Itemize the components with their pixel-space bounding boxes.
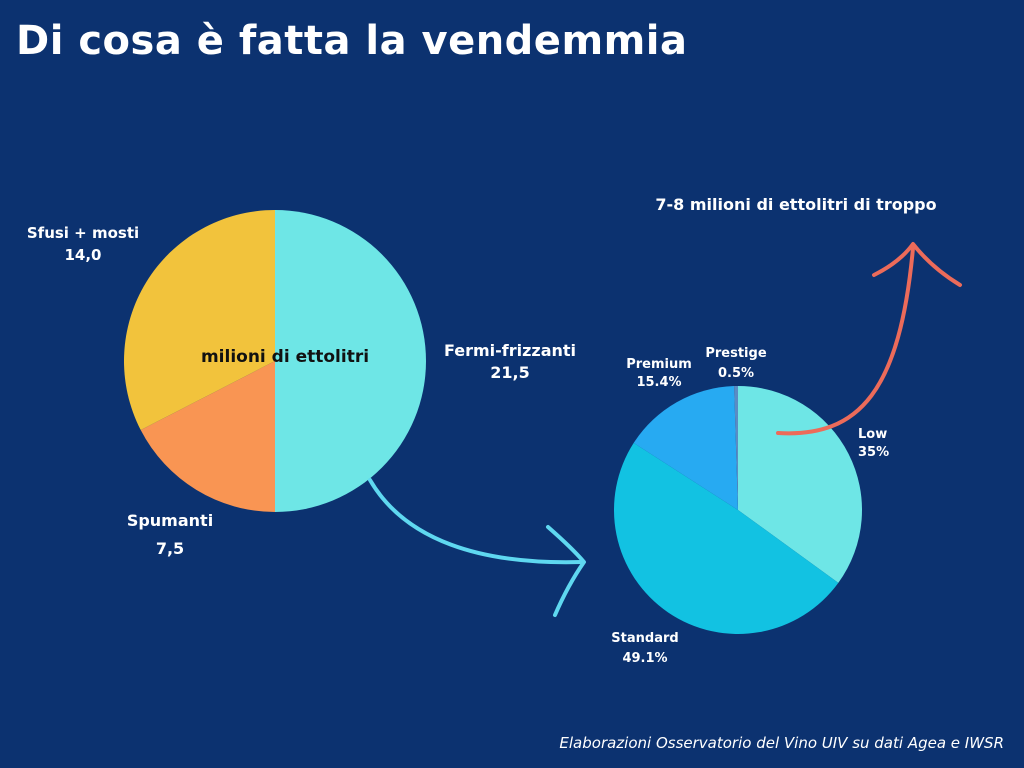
pie1-center-label: milioni di ettolitri xyxy=(201,347,369,367)
pie2-label-premium-value: 15.4% xyxy=(636,375,681,390)
pie1-label-fermi-name: Fermi-frizzanti xyxy=(444,341,576,360)
pie2-label-low-value: 35% xyxy=(858,445,889,460)
pie1-slice-sfusi-mosti xyxy=(123,210,275,431)
pie2-label-premium-name: Premium xyxy=(626,357,692,372)
excess-arrowhead xyxy=(872,242,962,287)
pie2-label-prestige-name: Prestige xyxy=(705,346,766,361)
pie2-label-standard-name: Standard xyxy=(611,631,678,646)
page-title: Di cosa è fatta la vendemmia xyxy=(16,18,688,64)
pie1-label-fermi-value: 21,5 xyxy=(490,363,529,382)
pie1-slice-fermi-frizzanti xyxy=(275,210,426,512)
pie2-slice-standard xyxy=(614,442,839,634)
pie1-label-spumanti-value: 7,5 xyxy=(156,539,184,558)
pie1-slice-spumanti xyxy=(140,361,275,512)
pie2-label-low-name: Low xyxy=(858,427,887,442)
pie2-slice-premium xyxy=(633,386,738,510)
pie2-label-standard-value: 49.1% xyxy=(622,651,667,666)
excess-arrow xyxy=(776,246,915,436)
connector-arrowhead xyxy=(546,525,586,617)
pie1-label-spumanti-name: Spumanti xyxy=(127,511,213,530)
excess-annotation: 7-8 milioni di ettolitri di troppo xyxy=(655,195,936,214)
pie2-slice-low xyxy=(738,386,862,583)
source-note: Elaborazioni Osservatorio del Vino UIV s… xyxy=(559,734,1004,752)
pie1-label-sfusi-name: Sfusi + mosti xyxy=(27,224,139,242)
pie1-label-sfusi-value: 14,0 xyxy=(64,246,101,264)
pie-chart-segmenti xyxy=(614,386,862,634)
connector-arrow xyxy=(368,478,584,565)
pie2-label-prestige-value: 0.5% xyxy=(718,366,754,381)
pie-chart-vendemmia xyxy=(123,210,426,512)
pie2-slice-prestige xyxy=(734,386,738,510)
